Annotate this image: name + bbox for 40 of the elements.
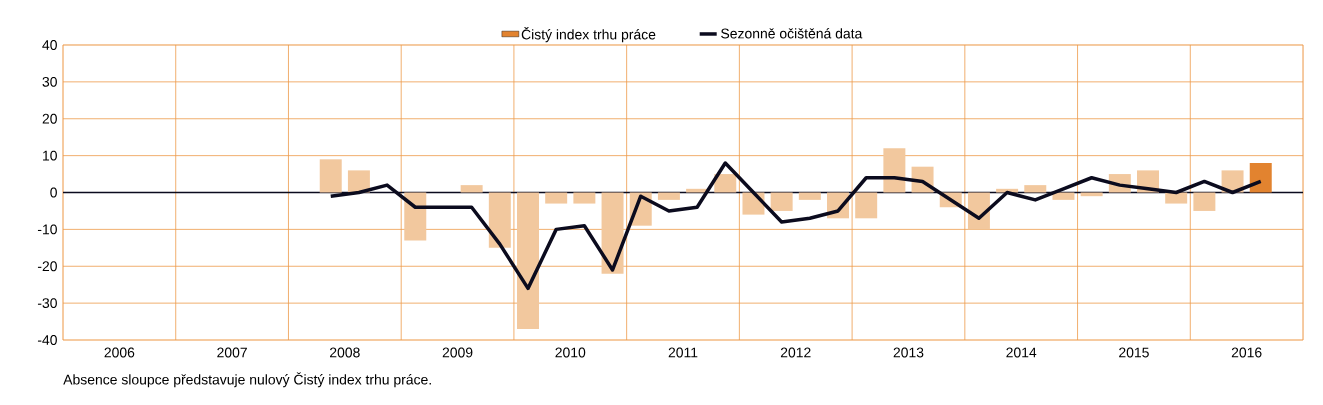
bar [770, 192, 793, 211]
bar [319, 159, 342, 193]
y-tick-label: -40 [37, 335, 57, 345]
x-tick-label: 2014 [1006, 347, 1037, 358]
legend-label: Sezonně očištěná data [721, 28, 863, 39]
bar [517, 192, 539, 329]
bar [1052, 192, 1075, 200]
y-tick-label: -10 [37, 224, 57, 235]
x-tick-label: 2015 [1119, 347, 1149, 358]
y-tick-label: -20 [37, 261, 57, 272]
x-tick-label: 2008 [330, 347, 360, 358]
x-tick-label: 2009 [442, 347, 473, 358]
x-tick-label: 2011 [668, 347, 698, 358]
x-tick-label: 2010 [555, 347, 586, 358]
text: Absence sloupce představuje nulový Čistý index trhu práce. [63, 372, 431, 388]
x-tick-label: 2012 [780, 347, 811, 358]
x-tick-label: 2016 [1231, 347, 1262, 358]
bar [573, 192, 596, 204]
bar [1165, 192, 1188, 204]
bar [883, 148, 906, 193]
bar [1249, 163, 1272, 193]
legend-label: Čistý index trhu práce [521, 27, 656, 43]
y-tick-label: 20 [42, 113, 57, 124]
y-tick-label: -30 [37, 298, 57, 309]
bar [1193, 192, 1216, 211]
bar [460, 185, 483, 193]
bar [657, 192, 680, 200]
x-tick-label: 2013 [893, 347, 924, 358]
bar [855, 192, 878, 219]
bar [1024, 185, 1047, 193]
y-tick-label: 30 [42, 76, 57, 87]
x-tick-label: 2007 [217, 347, 247, 358]
bar [798, 192, 821, 200]
bar [488, 192, 511, 248]
bar [714, 174, 737, 193]
y-tick-label: 40 [42, 40, 57, 50]
x-tick-label: 2006 [104, 347, 135, 358]
y-tick-label: 10 [43, 150, 57, 161]
y-tick-label: 0 [50, 187, 57, 198]
bar [545, 192, 568, 204]
